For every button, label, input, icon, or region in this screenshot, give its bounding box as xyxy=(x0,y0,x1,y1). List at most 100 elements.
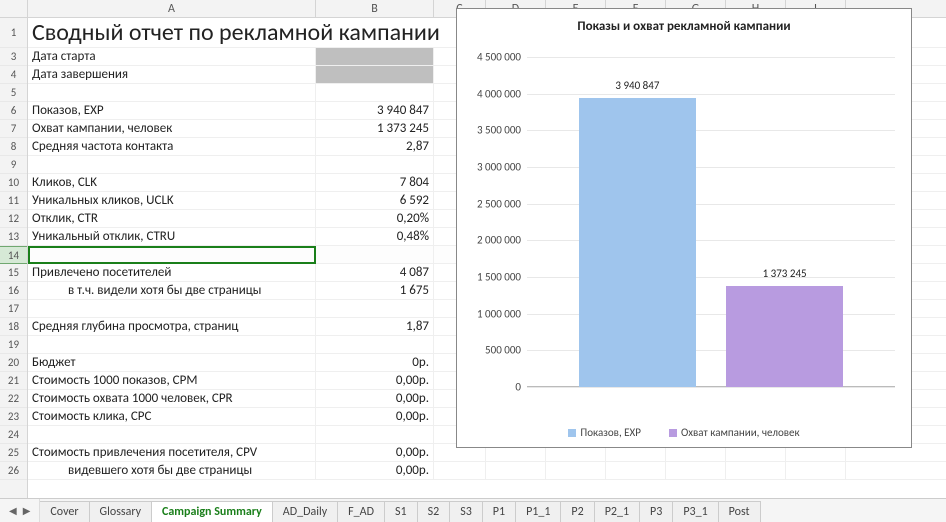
row-header-6[interactable]: 6 xyxy=(0,102,27,120)
cell-A8[interactable]: Средняя частота контакта xyxy=(28,138,316,155)
cell-B19[interactable] xyxy=(316,336,434,353)
sheet-tab-glossary[interactable]: Glossary xyxy=(89,501,152,522)
cell-A5[interactable] xyxy=(28,84,316,101)
cell-B6[interactable]: 3 940 847 xyxy=(316,102,434,119)
cell-B18[interactable]: 1,87 xyxy=(316,318,434,335)
cell-B23[interactable]: 0,00р. xyxy=(316,408,434,425)
cell-B8[interactable]: 2,87 xyxy=(316,138,434,155)
cell-B7[interactable]: 1 373 245 xyxy=(316,120,434,137)
cell-A15[interactable]: Привлечено посетителей xyxy=(28,264,316,281)
row-header-16[interactable]: 16 xyxy=(0,282,27,300)
cell-A3[interactable]: Дата старта xyxy=(28,48,316,65)
cell-A26[interactable]: видевшего хотя бы две страницы xyxy=(28,462,316,479)
cell-A13[interactable]: Уникальный отклик, CTRU xyxy=(28,228,316,245)
row-header-9[interactable]: 9 xyxy=(0,156,27,174)
cell-B14[interactable] xyxy=(316,246,434,263)
row-header-5[interactable]: 5 xyxy=(0,84,27,102)
col-header-B[interactable]: B xyxy=(316,0,434,17)
cell-A21[interactable]: Стоимость 1000 показов, CPM xyxy=(28,372,316,389)
row-header-3[interactable]: 3 xyxy=(0,48,27,66)
cell-A20[interactable]: Бюджет xyxy=(28,354,316,371)
cell-B12[interactable]: 0,20% xyxy=(316,210,434,227)
row-header-10[interactable]: 10 xyxy=(0,174,27,192)
row-header-15[interactable]: 15 xyxy=(0,264,27,282)
cell-A25[interactable]: Стоимость привлечения посетителя, CPV xyxy=(28,444,316,461)
sheet-tab-p1[interactable]: P1 xyxy=(482,501,516,522)
cell-B11[interactable]: 6 592 xyxy=(316,192,434,209)
row-header-24[interactable]: 24 xyxy=(0,426,27,444)
cell-A16[interactable]: в т.ч. видели хотя бы две страницы xyxy=(28,282,316,299)
cell-A17[interactable] xyxy=(28,300,316,317)
row-header-4[interactable]: 4 xyxy=(0,66,27,84)
row-header-25[interactable]: 25 xyxy=(0,444,27,462)
row-header-7[interactable]: 7 xyxy=(0,120,27,138)
cell-B13[interactable]: 0,48% xyxy=(316,228,434,245)
cell-C26[interactable] xyxy=(434,462,486,479)
cell-B20[interactable]: 0р. xyxy=(316,354,434,371)
row-header-26[interactable]: 26 xyxy=(0,462,27,480)
cell-B17[interactable] xyxy=(316,300,434,317)
cell-A24[interactable] xyxy=(28,426,316,443)
cell-E26[interactable] xyxy=(546,462,606,479)
sheet-tab-s1[interactable]: S1 xyxy=(384,501,418,522)
cell-B10[interactable]: 7 804 xyxy=(316,174,434,191)
sheet-tab-s2[interactable]: S2 xyxy=(417,501,451,522)
sheet-tab-campaign-summary[interactable]: Campaign Summary xyxy=(151,501,273,522)
cell-D26[interactable] xyxy=(486,462,546,479)
row-header-19[interactable]: 19 xyxy=(0,336,27,354)
row-header-23[interactable]: 23 xyxy=(0,408,27,426)
cell-A19[interactable] xyxy=(28,336,316,353)
cell-B15[interactable]: 4 087 xyxy=(316,264,434,281)
cell-A11[interactable]: Уникальных кликов, UCLK xyxy=(28,192,316,209)
sheet-tab-p3[interactable]: P3 xyxy=(639,501,673,522)
cell-B5[interactable] xyxy=(316,84,434,101)
cell-B24[interactable] xyxy=(316,426,434,443)
bar-0[interactable] xyxy=(579,98,697,387)
cell-G26[interactable] xyxy=(666,462,726,479)
cell-I26[interactable] xyxy=(786,462,846,479)
cell-B26[interactable]: 0,00р. xyxy=(316,462,434,479)
tab-nav-next-icon[interactable]: ▶ xyxy=(23,504,31,517)
cell-A23[interactable]: Стоимость клика, CPC xyxy=(28,408,316,425)
sheet-tab-f-ad[interactable]: F_AD xyxy=(337,501,385,522)
cell-A12[interactable]: Отклик, CTR xyxy=(28,210,316,227)
chart-impressions-reach[interactable]: Показы и охват рекламной кампании 0500 0… xyxy=(456,8,912,448)
cell-A14[interactable] xyxy=(28,246,316,263)
cell-B21[interactable]: 0,00р. xyxy=(316,372,434,389)
select-all-corner[interactable] xyxy=(0,0,28,17)
sheet-tab-post[interactable]: Post xyxy=(718,501,761,522)
cell-A9[interactable] xyxy=(28,156,316,173)
row-header-11[interactable]: 11 xyxy=(0,192,27,210)
row-header-12[interactable]: 12 xyxy=(0,210,27,228)
row-header-1[interactable]: 1 xyxy=(0,18,27,48)
row-header-20[interactable]: 20 xyxy=(0,354,27,372)
cell-B16[interactable]: 1 675 xyxy=(316,282,434,299)
cell-A10[interactable]: Кликов, CLK xyxy=(28,174,316,191)
cell-A4[interactable]: Дата завершения xyxy=(28,66,316,83)
row-header-22[interactable]: 22 xyxy=(0,390,27,408)
sheet-tab-s3[interactable]: S3 xyxy=(449,501,483,522)
row-header-8[interactable]: 8 xyxy=(0,138,27,156)
tab-nav-prev-icon[interactable]: ◀ xyxy=(9,504,17,517)
row-header-17[interactable]: 17 xyxy=(0,300,27,318)
sheet-tab-p1-1[interactable]: P1_1 xyxy=(515,501,561,522)
row-header-13[interactable]: 13 xyxy=(0,228,27,246)
cell-A6[interactable]: Показов, EXP xyxy=(28,102,316,119)
sheet-tab-p2[interactable]: P2 xyxy=(560,501,594,522)
col-header-A[interactable]: A xyxy=(28,0,316,17)
sheet-tab-p2-1[interactable]: P2_1 xyxy=(594,501,640,522)
cell-B22[interactable]: 0,00р. xyxy=(316,390,434,407)
cell-A22[interactable]: Стоимость охвата 1000 человек, CPR xyxy=(28,390,316,407)
row-header-14[interactable]: 14 xyxy=(0,246,27,264)
row-header-18[interactable]: 18 xyxy=(0,318,27,336)
cell-A7[interactable]: Охват кампании, человек xyxy=(28,120,316,137)
cell-B4[interactable] xyxy=(316,66,434,83)
bar-1[interactable] xyxy=(726,286,844,387)
cell-B9[interactable] xyxy=(316,156,434,173)
sheet-tab-cover[interactable]: Cover xyxy=(40,501,89,522)
cell-F26[interactable] xyxy=(606,462,666,479)
cell-H26[interactable] xyxy=(726,462,786,479)
cell-B3[interactable] xyxy=(316,48,434,65)
row-header-21[interactable]: 21 xyxy=(0,372,27,390)
sheet-tab-ad-daily[interactable]: AD_Daily xyxy=(272,501,338,522)
